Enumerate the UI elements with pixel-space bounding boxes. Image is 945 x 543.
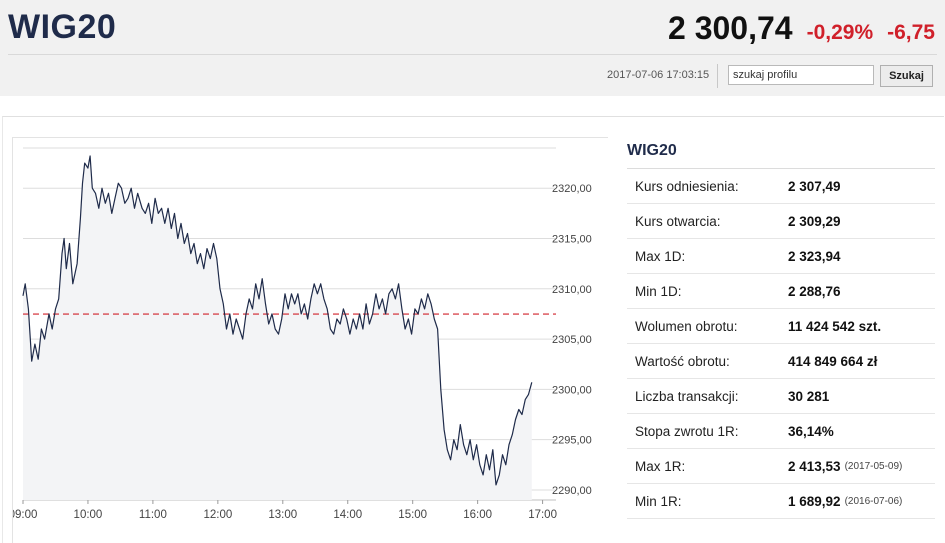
quote-header: WIG20 2 300,74 -0,29% -6,75 2017-07-06 1… xyxy=(0,0,945,96)
stats-label: Wartość obrotu: xyxy=(635,353,730,369)
stats-value: 414 849 664 zł xyxy=(788,353,878,369)
stats-label: Liczba transakcji: xyxy=(635,388,739,404)
stats-label: Min 1D: xyxy=(635,283,682,299)
series-area xyxy=(23,156,532,500)
stats-table: Kurs odniesienia: 2 307,49 Kurs otwarcia: 2… xyxy=(627,169,935,519)
stats-title: WIG20 xyxy=(627,140,935,169)
header-divider xyxy=(8,54,937,55)
stats-value: 36,14% xyxy=(788,423,834,439)
x-tick-label: 10:00 xyxy=(74,509,103,521)
stats-row: Max 1R: 2 413,53 (2017-05-09) xyxy=(627,449,935,484)
x-tick-label: 17:00 xyxy=(528,509,557,521)
stats-value: 2 309,29 xyxy=(788,213,841,229)
price-block: 2 300,74 -0,29% -6,75 xyxy=(668,10,935,47)
stats-date: (2017-05-09) xyxy=(844,460,903,472)
stats-row: Min 1D: 2 288,76 xyxy=(627,274,935,309)
stats-label: Wolumen obrotu: xyxy=(635,318,738,334)
x-tick-label: 09:00 xyxy=(13,509,37,521)
stats-row: Kurs otwarcia: 2 309,29 xyxy=(627,204,935,239)
stats-date: (2016-07-06) xyxy=(844,495,903,507)
stats-row: Wolumen obrotu: 11 424 542 szt. xyxy=(627,309,935,344)
y-tick-label: 2310,00 xyxy=(552,284,592,296)
x-tick-label: 15:00 xyxy=(398,509,427,521)
stats-row: Min 1R: 1 689,92 (2016-07-06) xyxy=(627,484,935,519)
stats-value: 2 288,76 xyxy=(788,283,841,299)
search-button[interactable]: Szukaj xyxy=(880,65,933,87)
stats-label: Kurs odniesienia: xyxy=(635,178,739,194)
stats-row: Stopa zwrotu 1R: 36,14% xyxy=(627,414,935,449)
profile-search-input[interactable] xyxy=(728,65,874,85)
stats-value: 1 689,92 xyxy=(788,493,841,509)
change-absolute: -6,75 xyxy=(887,21,935,44)
quote-timestamp: 2017-07-06 17:03:15 xyxy=(607,69,710,81)
content-panel xyxy=(2,116,944,543)
stats-value: 2 413,53 xyxy=(788,458,841,474)
change-percent: -0,29% xyxy=(806,21,874,44)
stats-row: Kurs odniesienia: 2 307,49 xyxy=(627,169,935,204)
y-tick-label: 2320,00 xyxy=(552,183,592,195)
stats-label: Kurs otwarcia: xyxy=(635,213,721,229)
y-tick-label: 2300,00 xyxy=(552,384,592,396)
x-tick-label: 13:00 xyxy=(268,509,297,521)
x-tick-label: 16:00 xyxy=(463,509,492,521)
series-line xyxy=(22,155,533,486)
y-tick-label: 2295,00 xyxy=(552,435,592,447)
stats-label: Max 1D: xyxy=(635,248,686,264)
stats-row: Wartość obrotu: 414 849 664 zł xyxy=(627,344,935,379)
stats-label: Max 1R: xyxy=(635,458,686,474)
current-price: 2 300,74 xyxy=(668,10,793,46)
stats-value: 11 424 542 szt. xyxy=(788,318,882,334)
x-tick-label: 12:00 xyxy=(203,509,232,521)
x-tick-label: 14:00 xyxy=(333,509,362,521)
y-tick-label: 2315,00 xyxy=(552,234,592,246)
stats-row: Max 1D: 2 323,94 xyxy=(627,239,935,274)
chart-svg: 2290,00 2295,00 2300,00 2305,00 2310,00 2315,… xyxy=(13,147,592,521)
stats-value: 30 281 xyxy=(788,388,830,404)
toolbar-divider xyxy=(717,64,718,88)
stats-value: 2 323,94 xyxy=(788,248,841,264)
stats-label: Stopa zwrotu 1R: xyxy=(635,423,739,439)
stats-label: Min 1R: xyxy=(635,493,682,509)
stats-value: 2 307,49 xyxy=(788,178,841,194)
x-tick-label: 11:00 xyxy=(139,509,167,521)
stats-row: Liczba transakcji: 30 281 xyxy=(627,379,935,414)
index-title: WIG20 xyxy=(8,8,117,46)
y-tick-label: 2290,00 xyxy=(552,485,592,497)
y-tick-label: 2305,00 xyxy=(552,334,592,346)
stats-panel: WIG20 Kurs odniesienia: 2 307,49 Kurs otwa… xyxy=(627,140,935,519)
intraday-chart: 2290,00 2295,00 2300,00 2305,00 2310,00 2315,… xyxy=(12,137,608,543)
